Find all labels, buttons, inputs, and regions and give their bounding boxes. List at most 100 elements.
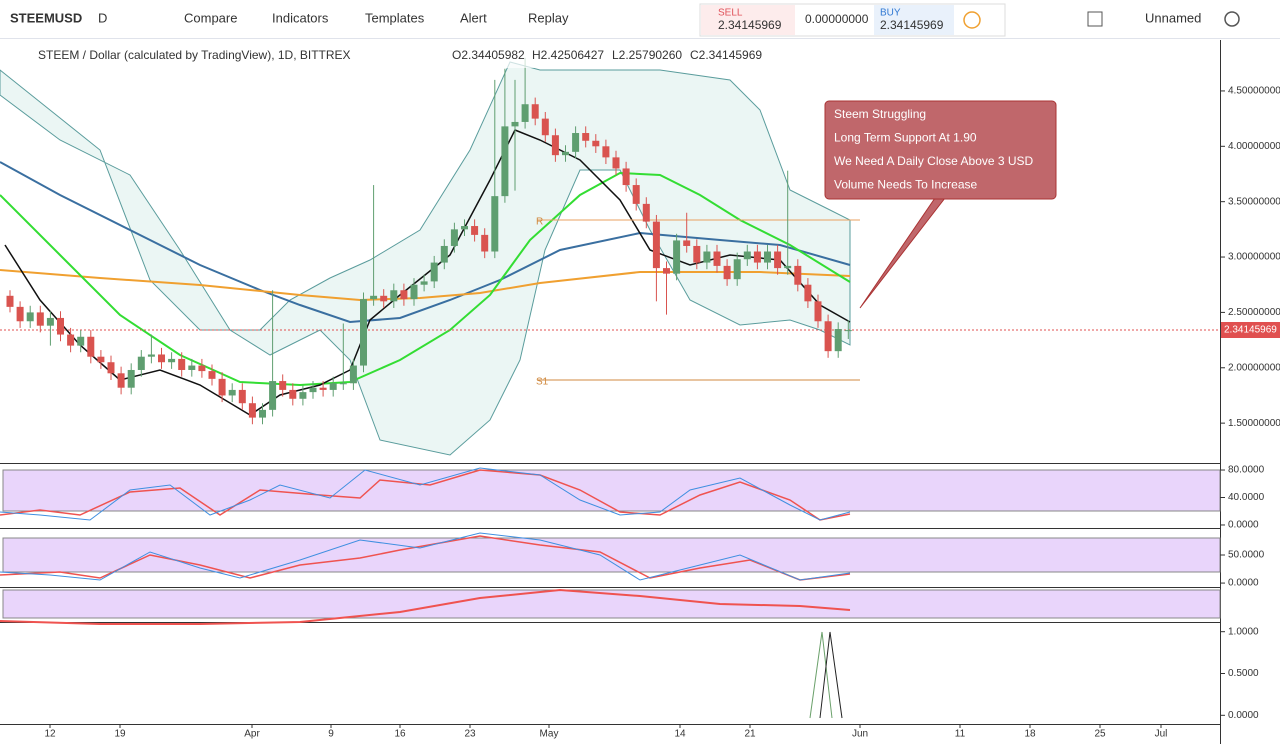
price-tick-label: 3.50000000	[1228, 196, 1280, 207]
panel-tick-label: 0.5000	[1228, 668, 1259, 679]
candle-body	[36, 312, 44, 326]
candle-body	[269, 381, 277, 410]
candle-body	[592, 140, 600, 147]
candle-body	[360, 299, 367, 366]
candle-body	[693, 245, 701, 263]
candle-body	[683, 240, 691, 246]
candle-body	[471, 226, 479, 235]
date-tick-label: 18	[1024, 729, 1036, 740]
fullscreen-icon[interactable]	[1087, 11, 1103, 27]
candle-body	[420, 281, 428, 285]
legend-bg	[0, 44, 800, 68]
candle-body	[137, 356, 145, 370]
legend-low: L2.25790260	[612, 48, 682, 62]
callout-line: We Need A Daily Close Above 3 USD	[834, 154, 1034, 168]
panel-tick-label: 0.0000	[1228, 578, 1259, 589]
candle-body	[461, 226, 468, 230]
candle-body	[319, 387, 327, 390]
sell-label: SELL	[718, 8, 743, 19]
price-tick-label: 2.50000000	[1228, 307, 1280, 318]
templates[interactable]: Templates	[365, 10, 425, 25]
candle-body	[16, 306, 24, 322]
alert[interactable]: Alert	[460, 10, 487, 25]
buy-label: BUY	[880, 8, 901, 19]
date-tick-label: 16	[394, 729, 406, 740]
date-tick-label: 19	[114, 729, 126, 740]
candle-body	[834, 329, 842, 352]
date-tick-label: Apr	[244, 729, 260, 740]
symbol[interactable]: STEEMUSD	[10, 10, 82, 25]
pivot-r-label: R	[536, 217, 543, 228]
layout-name[interactable]: Unnamed	[1145, 10, 1201, 25]
date-tick-label: 11	[955, 729, 966, 740]
buy-button[interactable]	[874, 5, 954, 35]
price-tick-label: 3.00000000	[1228, 252, 1280, 263]
replay[interactable]: Replay	[528, 10, 569, 25]
info-icon[interactable]	[963, 11, 981, 29]
candle-body	[57, 317, 64, 335]
buy-price: 2.34145969	[880, 18, 944, 32]
candle-body	[572, 133, 580, 152]
price-tick-label: 1.50000000	[1228, 418, 1280, 429]
candle-body	[743, 251, 751, 260]
candle-body	[77, 336, 85, 346]
indicators[interactable]: Indicators	[272, 10, 329, 25]
candle-body	[794, 265, 802, 285]
candle-body	[168, 358, 176, 363]
candle-body	[774, 251, 782, 269]
candle-body	[410, 284, 418, 300]
candle-body	[814, 301, 822, 322]
toolbar	[0, 0, 1280, 38]
candle-body	[238, 389, 246, 404]
legend-title: STEEM / Dollar (calculated by TradingVie…	[38, 48, 351, 62]
candle-body	[652, 221, 660, 269]
candle-body	[178, 358, 186, 370]
compare[interactable]: Compare	[184, 10, 237, 25]
panel-tick-label: 80.0000	[1228, 465, 1265, 476]
candle-body	[87, 336, 95, 357]
candle-body	[440, 245, 448, 263]
candle-body	[158, 354, 165, 363]
callout-box	[824, 100, 1057, 200]
candle-body	[804, 284, 812, 302]
candle-body	[349, 365, 357, 384]
sell-button[interactable]	[701, 5, 795, 35]
price-tick-label: 2.00000000	[1228, 362, 1280, 373]
indicators	[0, 61, 1220, 719]
candle-body	[329, 383, 337, 390]
rsi-band	[2, 469, 1221, 512]
date-tick-label: Jul	[1155, 729, 1168, 740]
candle-body	[541, 118, 549, 136]
candle-body	[511, 121, 519, 127]
candle-body	[289, 389, 297, 399]
candle-body	[339, 383, 347, 385]
candle-body	[147, 354, 155, 357]
candle-body	[67, 334, 75, 346]
candle-body	[430, 262, 438, 282]
ema-20	[0, 171, 851, 387]
candle-body	[703, 251, 711, 263]
spread: 0.00000000	[805, 12, 869, 26]
date-tick-label: 9	[328, 729, 334, 740]
candle-body	[491, 196, 499, 252]
candle-body	[97, 356, 105, 363]
stoch-d	[0, 535, 851, 581]
candle-body	[521, 104, 529, 122]
candle-body	[248, 403, 256, 418]
panel-tick-label: 40.0000	[1228, 492, 1265, 503]
candle-body	[380, 295, 388, 302]
date-tick-label: 21	[744, 729, 756, 740]
date-tick-label: 14	[674, 729, 686, 740]
candle-body	[753, 251, 761, 263]
settings-icon[interactable]	[1224, 11, 1240, 27]
candle-body	[844, 330, 852, 332]
candles	[6, 57, 852, 425]
candle-body	[612, 157, 620, 169]
candle-body	[733, 259, 741, 280]
oscillator	[0, 588, 851, 625]
candle-body	[127, 369, 135, 388]
date-tick-label: 23	[464, 729, 476, 740]
interval[interactable]: D	[98, 10, 107, 25]
